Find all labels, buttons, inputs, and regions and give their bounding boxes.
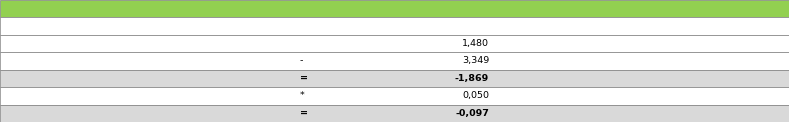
Text: =: = xyxy=(300,109,308,118)
Text: -: - xyxy=(300,56,304,66)
Bar xyxy=(0,70,789,87)
Text: 1,480: 1,480 xyxy=(462,39,489,48)
Bar xyxy=(0,0,789,17)
Text: =: = xyxy=(300,74,308,83)
Bar xyxy=(0,17,789,35)
Text: 0,050: 0,050 xyxy=(462,91,489,100)
Bar xyxy=(0,87,789,105)
Bar xyxy=(0,35,789,52)
Bar xyxy=(0,105,789,122)
Text: -0,097: -0,097 xyxy=(455,109,489,118)
Bar xyxy=(0,52,789,70)
Text: -1,869: -1,869 xyxy=(454,74,489,83)
Text: *: * xyxy=(300,91,305,100)
Text: 3,349: 3,349 xyxy=(462,56,489,66)
